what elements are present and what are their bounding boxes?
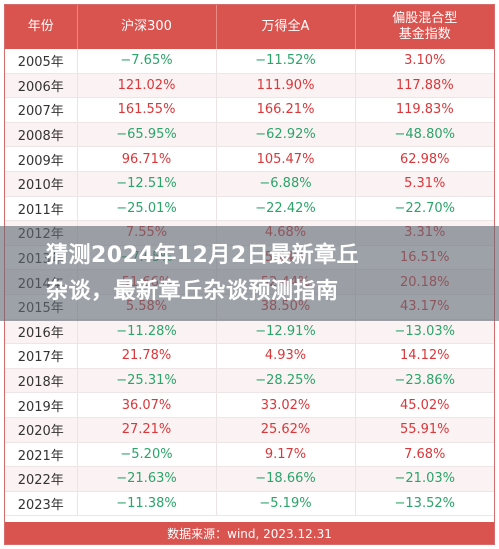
overlay-title-line1: 猜测2024年12月2日最新章丘 (46, 242, 360, 268)
cell-csi300: −7.65% (77, 49, 217, 74)
cell-wind-all-a: 105.47% (216, 146, 356, 172)
table-row: 2020年 27.21% 25.62% 55.91% (5, 417, 494, 443)
cell-wind-all-a: −6.88% (216, 171, 356, 197)
table-row: 2008年 −65.95% −62.92% −48.80% (5, 122, 494, 148)
cell-hybrid-fund-index: −13.52% (355, 491, 494, 517)
cell-csi300: −11.28% (77, 319, 217, 345)
table-row: 2018年 −25.31% −28.25% −23.86% (5, 368, 494, 394)
cell-csi300: 161.55% (77, 97, 217, 123)
cell-hybrid-fund-index: −23.86% (355, 368, 494, 394)
table-row: 2017年 21.78% 4.93% 14.12% (5, 343, 494, 369)
cell-hybrid-fund-index: −48.80% (355, 122, 494, 148)
cell-year: 2011年 (5, 196, 78, 222)
cell-wind-all-a: 9.17% (216, 442, 356, 468)
table-row: 2023年 −11.38% −5.19% −13.52% (5, 491, 494, 517)
cell-wind-all-a: 111.90% (216, 73, 356, 99)
table-row: 2021年 −5.20% 9.17% 7.68% (5, 442, 494, 468)
cell-hybrid-fund-index: 117.88% (355, 73, 494, 99)
cell-hybrid-fund-index: 62.98% (355, 146, 494, 172)
table-row: 2010年 −12.51% −6.88% 5.31% (5, 171, 494, 197)
cell-csi300: −21.63% (77, 466, 217, 492)
cell-wind-all-a: −62.92% (216, 122, 356, 148)
header-wind-all-a: 万得全A (216, 5, 356, 49)
cell-year: 2020年 (5, 417, 78, 443)
table-row: 2019年 36.07% 33.02% 45.02% (5, 392, 494, 418)
cell-wind-all-a: −5.19% (216, 491, 356, 517)
cell-hybrid-fund-index: 3.10% (355, 49, 494, 74)
cell-csi300: 96.71% (77, 146, 217, 172)
cell-csi300: −11.38% (77, 491, 217, 517)
header-csi300: 沪深300 (77, 5, 217, 49)
cell-hybrid-fund-index: 7.68% (355, 442, 494, 468)
cell-hybrid-fund-index: 55.91% (355, 417, 494, 443)
header-hybrid-line2: 基金指数 (398, 27, 451, 42)
article-title-overlay: 猜测2024年12月2日最新章丘 杂谈，最新章丘杂谈预测指南 (0, 226, 499, 321)
cell-wind-all-a: −11.52% (216, 49, 356, 74)
cell-wind-all-a: −12.91% (216, 319, 356, 345)
cell-hybrid-fund-index: 119.83% (355, 97, 494, 123)
cell-csi300: −25.31% (77, 368, 217, 394)
cell-hybrid-fund-index: −21.03% (355, 466, 494, 492)
cell-wind-all-a: −28.25% (216, 368, 356, 394)
cell-wind-all-a: 25.62% (216, 417, 356, 443)
cell-wind-all-a: 4.93% (216, 343, 356, 369)
cell-year: 2018年 (5, 368, 78, 394)
table-row: 2011年 −25.01% −22.42% −22.70% (5, 196, 494, 222)
cell-csi300: 27.21% (77, 417, 217, 443)
cell-csi300: −5.20% (77, 442, 217, 468)
header-hybrid-fund-index: 偏股混合型 基金指数 (355, 5, 494, 49)
cell-year: 2019年 (5, 392, 78, 418)
cell-hybrid-fund-index: 45.02% (355, 392, 494, 418)
cell-csi300: −25.01% (77, 196, 217, 222)
cell-csi300: −65.95% (77, 122, 217, 148)
table-row: 2009年 96.71% 105.47% 62.98% (5, 146, 494, 172)
cell-csi300: 21.78% (77, 343, 217, 369)
cell-csi300: 121.02% (77, 73, 217, 99)
cell-year: 2023年 (5, 491, 78, 517)
cell-wind-all-a: −22.42% (216, 196, 356, 222)
cell-year: 2021年 (5, 442, 78, 468)
cell-wind-all-a: 166.21% (216, 97, 356, 123)
cell-hybrid-fund-index: 5.31% (355, 171, 494, 197)
cell-hybrid-fund-index: −22.70% (355, 196, 494, 222)
cell-hybrid-fund-index: 14.12% (355, 343, 494, 369)
cell-year: 2005年 (5, 49, 78, 74)
table-row: 2005年 −7.65% −11.52% 3.10% (5, 49, 494, 74)
overlay-title-line2: 杂谈，最新章丘杂谈预测指南 (46, 278, 339, 304)
cell-year: 2009年 (5, 146, 78, 172)
cell-wind-all-a: 33.02% (216, 392, 356, 418)
cell-year: 2017年 (5, 343, 78, 369)
table-row: 2007年 161.55% 166.21% 119.83% (5, 97, 494, 123)
cell-year: 2016年 (5, 319, 78, 345)
cell-csi300: −12.51% (77, 171, 217, 197)
header-hybrid-line1: 偏股混合型 (392, 11, 458, 26)
table-row: 2006年 121.02% 111.90% 117.88% (5, 73, 494, 99)
table-row: 2016年 −11.28% −12.91% −13.03% (5, 319, 494, 345)
cell-year: 2008年 (5, 122, 78, 148)
header-year: 年份 (5, 5, 78, 49)
table-row: 2022年 −21.63% −18.66% −21.03% (5, 466, 494, 492)
data-source-text: 数据来源：wind, 2023.12.31 (167, 526, 332, 541)
cell-wind-all-a: −18.66% (216, 466, 356, 492)
cell-year: 2010年 (5, 171, 78, 197)
table-header-row: 年份 沪深300 万得全A 偏股混合型 基金指数 (5, 5, 494, 49)
cell-year: 2007年 (5, 97, 78, 123)
cell-csi300: 36.07% (77, 392, 217, 418)
data-source-footer: 数据来源：wind, 2023.12.31 (5, 522, 494, 544)
cell-year: 2006年 (5, 73, 78, 99)
cell-hybrid-fund-index: −13.03% (355, 319, 494, 345)
cell-year: 2022年 (5, 466, 78, 492)
